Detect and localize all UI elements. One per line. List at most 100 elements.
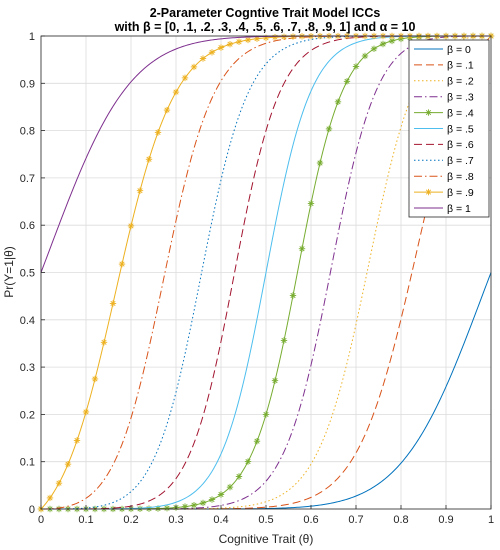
asterisk-marker [190,63,198,71]
legend-item: β = 0 [414,44,471,56]
asterisk-marker [199,55,207,62]
legend-label: β = .6 [447,139,474,151]
legend-item: β = 1 [414,203,471,215]
series-6 [41,35,491,510]
y-tick-label: 0.8 [20,126,35,138]
legend-label: β = .2 [447,76,474,88]
legend-item: β = .2 [414,76,474,88]
y-tick-label: 0.3 [20,362,35,374]
asterisk-marker [145,156,153,163]
asterisk-marker [361,52,369,60]
legend-item: β = .8 [414,171,474,183]
asterisk-marker [235,38,243,45]
y-axis-label: Pr(Y=1|θ) [2,246,16,297]
y-tick-label: 0 [29,504,35,516]
legend-label: β = 0 [447,44,471,56]
asterisk-marker [91,375,99,383]
asterisk-marker [334,98,342,106]
legend-label: β = .5 [447,123,474,135]
x-tick-label: 0.5 [258,514,273,526]
asterisk-marker [208,496,216,503]
asterisk-marker [226,483,234,491]
asterisk-marker [163,504,171,512]
asterisk-marker [244,36,252,44]
y-tick-label: 0.4 [20,315,35,327]
x-tick-labels: 0 0.1 0.2 0.3 0.4 0.5 0.6 0.7 0.8 0.9 1 [38,514,494,526]
asterisk-marker [217,44,225,51]
chart-title-line2: with β = [0, .1, .2, .3, .4, .5, .6, .7,… [114,20,416,34]
legend-label: β = .8 [447,171,474,183]
asterisk-marker [100,339,108,346]
x-tick-label: 0.1 [78,514,93,526]
asterisk-marker [172,88,180,96]
asterisk-marker [343,78,351,85]
x-tick-label: 0 [38,514,44,526]
legend-item: β = .1 [414,60,474,72]
asterisk-marker [280,337,288,344]
legend-item: β = .5 [414,123,474,135]
axis-tick-marks [40,35,492,510]
asterisk-marker [136,187,144,194]
y-tick-label: 0.9 [20,78,35,90]
asterisk-marker [217,491,225,498]
y-tick-label: 0.6 [20,220,35,232]
asterisk-marker [425,109,432,116]
x-tick-label: 0.2 [123,514,138,526]
chart-title-line1: 2-Parameter Cogntive Trait Model ICCs [150,6,381,20]
legend-label: β = 1 [447,203,471,215]
asterisk-marker [190,501,198,509]
asterisk-marker [199,499,207,507]
legend-item: β = .7 [414,155,474,167]
asterisk-marker [253,438,261,445]
asterisk-marker [109,300,117,307]
asterisk-marker [127,222,135,230]
y-tick-label: 0.1 [20,457,35,469]
asterisk-marker [244,458,252,465]
legend-item: β = .6 [414,139,474,151]
asterisk-marker [370,45,378,53]
asterisk-marker [316,159,324,167]
legend-label: β = .1 [447,60,474,72]
y-tick-label: 0.2 [20,409,35,421]
y-tick-labels: 0 0.1 0.2 0.3 0.4 0.5 0.6 0.7 0.8 0.9 1 [20,31,35,516]
asterisk-marker [325,125,333,133]
x-tick-label: 0.6 [303,514,318,526]
asterisk-marker [271,34,279,41]
legend: β = 0 β = .1 β = .2 β = .3 β = .4 β = .5 β = .… [408,39,490,218]
x-tick-label: 0.9 [438,514,453,526]
asterisk-marker [289,292,297,299]
asterisk-marker [425,188,432,196]
asterisk-marker [55,479,63,487]
asterisk-marker [280,33,288,41]
asterisk-marker [298,245,306,252]
y-tick-label: 0.7 [20,173,35,185]
y-tick-label: 1 [29,31,35,43]
x-tick-label: 0.4 [213,514,228,526]
legend-label: β = .7 [447,155,474,167]
asterisk-marker [64,460,72,468]
legend-label: β = .4 [447,107,474,119]
asterisk-marker [82,408,90,416]
y-tick-label: 0.5 [20,268,35,280]
asterisk-marker [163,106,171,114]
asterisk-marker [271,377,279,384]
legend-item: β = .3 [414,92,474,104]
legend-item: β = .4 [414,107,474,119]
legend-label: β = .3 [447,92,474,104]
x-axis-label: Cognitive Trait (θ) [219,532,314,546]
asterisk-marker [379,40,387,48]
asterisk-marker [352,63,360,70]
asterisk-marker [46,494,54,502]
asterisk-marker [73,437,81,444]
series-line [41,35,491,510]
asterisk-marker [154,129,162,136]
legend-label: β = .9 [447,187,474,199]
asterisk-marker [118,260,126,268]
x-tick-label: 1 [488,514,494,526]
asterisk-marker [208,49,216,56]
asterisk-marker [226,41,234,48]
asterisk-marker [307,200,315,207]
x-tick-label: 0.7 [348,514,363,526]
x-tick-label: 0.3 [168,514,183,526]
